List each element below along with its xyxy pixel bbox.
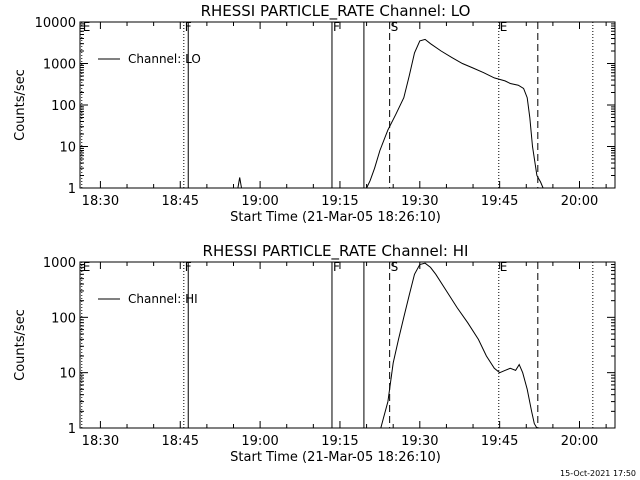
event-marker-label: S [391,260,399,274]
x-tick-label: 20:00 [561,194,598,209]
x-tick-label: 18:30 [82,194,119,209]
x-tick-label: 19:45 [481,194,518,209]
x-tick-label: 18:45 [162,194,199,209]
event-marker-label: F [333,20,340,34]
chart-panel-0: RHESSI PARTICLE_RATE Channel: LO 18:30 18:… [13,2,616,225]
y-tick-label: 100 [51,311,76,326]
event-marker-label: F [333,260,340,274]
y-tick-label: 10000 [35,16,76,31]
data-series-line [380,262,538,429]
x-tick-label: 20:00 [561,434,598,449]
x-tick-label: 18:45 [162,434,199,449]
x-tick-label: 19:15 [321,434,358,449]
event-marker-label: E [500,260,508,274]
x-tick-label: 19:15 [321,194,358,209]
y-tick-label: 10 [59,141,76,156]
event-marker-label: E [83,20,91,34]
y-axis-label: Counts/sec [13,309,28,381]
event-marker-label: S [391,20,399,34]
y-tick-label: 1 [68,422,76,437]
chart-title: RHESSI PARTICLE_RATE Channel: HI [203,242,469,261]
x-tick-label: 19:30 [401,434,438,449]
x-axis-label: Start Time (21-Mar-05 18:26:10) [230,210,441,225]
x-axis-label: Start Time (21-Mar-05 18:26:10) [230,450,441,465]
x-tick-label: 19:00 [241,434,278,449]
x-tick-label: 19:00 [241,194,278,209]
y-tick-label: 1000 [43,58,76,73]
x-tick-label: 18:30 [82,434,119,449]
y-tick-label: 10 [59,367,76,382]
x-tick-label: 19:45 [481,434,518,449]
plot-frame [79,261,616,429]
event-marker-label: E [83,260,91,274]
y-tick-label: 1000 [43,256,76,271]
x-tick-label: 19:30 [401,194,438,209]
data-series-line [237,38,544,189]
footer-timestamp: 15-Oct-2021 17:50 [560,469,636,478]
y-tick-label: 1 [68,182,76,197]
chart-title: RHESSI PARTICLE_RATE Channel: LO [201,2,471,21]
y-axis-label: Counts/sec [13,69,28,141]
chart-panel-1: RHESSI PARTICLE_RATE Channel: HI 18:30 18:… [13,242,616,465]
event-marker-label: E [500,20,508,34]
legend-label: Channel: HI [128,292,198,306]
y-tick-label: 100 [51,99,76,114]
legend-label: Channel: LO [128,52,201,66]
